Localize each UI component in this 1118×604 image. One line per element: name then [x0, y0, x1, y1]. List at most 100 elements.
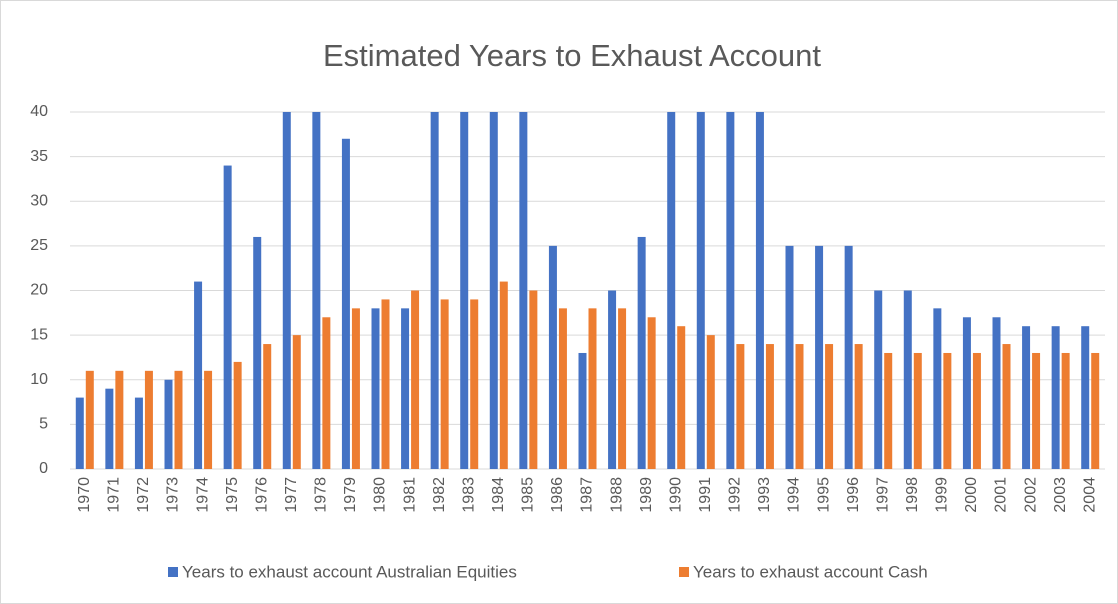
bar — [460, 112, 469, 469]
legend-label: Years to exhaust account Cash — [693, 562, 928, 581]
x-tick-label: 1977 — [283, 477, 300, 513]
bar — [943, 352, 952, 469]
bar — [972, 352, 981, 469]
y-tick-label: 25 — [30, 237, 48, 254]
bar — [351, 308, 360, 469]
bar — [903, 290, 912, 469]
x-tick-label: 2002 — [1022, 477, 1039, 513]
bar — [322, 317, 331, 469]
bar — [411, 290, 420, 469]
x-tick-label: 1982 — [431, 477, 448, 513]
bar — [578, 352, 587, 469]
bar — [194, 281, 203, 469]
x-tick-label: 1975 — [224, 477, 241, 513]
bar — [529, 290, 538, 469]
bar — [381, 299, 390, 469]
bar — [253, 236, 262, 469]
bar — [558, 308, 567, 469]
bar — [706, 335, 715, 469]
bar — [1051, 326, 1060, 469]
legend-label: Years to exhaust account Australian Equi… — [182, 562, 517, 581]
bar — [105, 388, 114, 469]
bar — [608, 290, 617, 469]
x-tick-label: 2000 — [963, 477, 980, 513]
x-tick-label: 1999 — [934, 477, 951, 513]
y-tick-label: 35 — [30, 148, 48, 165]
bar — [341, 138, 350, 469]
bar — [1091, 352, 1100, 469]
bar — [1032, 352, 1041, 469]
x-tick-label: 1989 — [638, 477, 655, 513]
bar — [844, 245, 853, 469]
x-tick-label: 1981 — [401, 477, 418, 513]
x-tick-label: 1986 — [549, 477, 566, 513]
x-tick-label: 1987 — [579, 477, 596, 513]
bar — [164, 379, 173, 469]
bar — [667, 112, 676, 469]
chart-title: Estimated Years to Exhaust Account — [323, 38, 821, 73]
x-tick-label: 1995 — [815, 477, 832, 513]
bar — [85, 370, 94, 469]
bar — [825, 344, 834, 469]
bar — [401, 308, 410, 469]
x-tick-label: 1991 — [697, 477, 714, 513]
x-tick-label: 1992 — [727, 477, 744, 513]
y-tick-label: 0 — [39, 460, 48, 477]
legend-swatch — [679, 567, 689, 577]
bar — [884, 352, 893, 469]
bar — [1002, 344, 1011, 469]
bar — [1081, 326, 1090, 469]
y-tick-label: 15 — [30, 326, 48, 343]
bar — [726, 112, 735, 469]
bar — [755, 112, 764, 469]
bar — [292, 335, 301, 469]
y-tick-label: 30 — [30, 192, 48, 209]
x-tick-label: 1979 — [342, 477, 359, 513]
bar — [618, 308, 627, 469]
legend-swatch — [168, 567, 178, 577]
x-tick-label: 1990 — [667, 477, 684, 513]
bar — [795, 344, 804, 469]
bar — [854, 344, 863, 469]
bar — [312, 112, 321, 469]
x-tick-label: 1978 — [313, 477, 330, 513]
x-tick-label: 1998 — [904, 477, 921, 513]
bar — [263, 344, 272, 469]
bar — [430, 112, 439, 469]
x-tick-label: 1996 — [845, 477, 862, 513]
bar — [174, 370, 183, 469]
x-tick-label: 1970 — [76, 477, 93, 513]
bar — [1061, 352, 1070, 469]
x-tick-label: 1994 — [786, 477, 803, 513]
x-tick-label: 1997 — [874, 477, 891, 513]
y-tick-label: 5 — [39, 416, 48, 433]
bar — [134, 397, 143, 469]
bar — [144, 370, 153, 469]
x-tick-label: 2001 — [993, 477, 1010, 513]
bar — [647, 317, 656, 469]
x-tick-label: 1971 — [106, 477, 123, 513]
x-tick-label: 2004 — [1081, 477, 1098, 513]
bar — [548, 245, 557, 469]
bar — [992, 317, 1001, 469]
bar — [962, 317, 971, 469]
bar — [736, 344, 745, 469]
x-tick-label: 1980 — [372, 477, 389, 513]
x-tick-label: 1985 — [520, 477, 537, 513]
bar — [371, 308, 380, 469]
y-tick-label: 10 — [30, 371, 48, 388]
x-tick-label: 1988 — [608, 477, 625, 513]
x-tick-label: 1976 — [253, 477, 270, 513]
bar — [765, 344, 774, 469]
x-tick-label: 1983 — [460, 477, 477, 513]
bar — [913, 352, 922, 469]
x-tick-label: 1974 — [194, 477, 211, 513]
bar — [815, 245, 824, 469]
x-tick-label: 2003 — [1052, 477, 1069, 513]
bar — [588, 308, 597, 469]
bar — [499, 281, 508, 469]
bar — [696, 112, 705, 469]
y-tick-label: 20 — [30, 282, 48, 299]
bar — [440, 299, 449, 469]
